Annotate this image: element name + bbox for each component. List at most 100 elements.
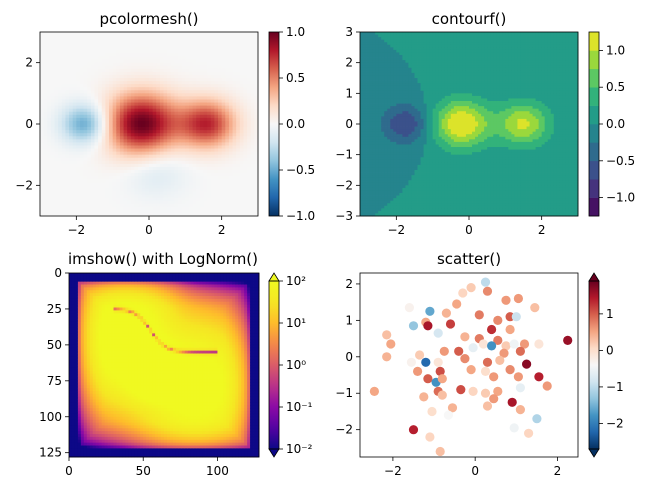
heatmap-cell	[247, 209, 252, 214]
heatmap-cell	[43, 157, 48, 162]
heatmap-cell	[196, 127, 201, 131]
heatmap-cell	[149, 102, 154, 106]
heatmap-cell	[199, 154, 204, 159]
heatmap-cell	[83, 133, 88, 137]
heatmap-cell	[210, 96, 215, 100]
heatmap-cell	[145, 157, 150, 162]
heatmap-cell	[188, 191, 193, 195]
heatmap-cell	[76, 71, 81, 76]
heatmap-cell	[61, 111, 66, 116]
contour-cell	[396, 101, 400, 104]
contour-cell	[393, 164, 397, 168]
heatmap-cell	[218, 56, 223, 60]
heatmap-cell	[167, 148, 172, 152]
heatmap-cell	[109, 124, 114, 128]
heatmap-cell	[47, 59, 52, 64]
heatmap-cell	[214, 41, 219, 45]
heatmap-cell	[243, 194, 248, 198]
contour-cell	[399, 193, 403, 196]
contour-cell	[411, 121, 415, 125]
heatmap-cell	[119, 200, 124, 205]
contour-cell	[399, 106, 403, 110]
heatmap-cell	[207, 53, 212, 57]
heatmap-cell	[167, 74, 172, 79]
heatmap-cell	[167, 209, 172, 214]
heatmap-cell	[47, 99, 52, 103]
heatmap-cell	[83, 179, 88, 183]
heatmap-cell	[112, 200, 117, 205]
heatmap-cell	[196, 111, 201, 116]
contour-cell	[372, 62, 376, 66]
contour-cell	[393, 55, 397, 58]
contour-cell	[387, 203, 391, 207]
contour-cell	[378, 44, 382, 48]
heatmap-cell	[192, 50, 197, 54]
heatmap-cell	[101, 35, 106, 39]
contour-cell	[369, 141, 373, 145]
heatmap-cell	[149, 157, 154, 162]
heatmap-cell	[83, 151, 88, 156]
heatmap-cell	[232, 142, 237, 146]
heatmap-cell	[225, 179, 230, 183]
heatmap-cell	[101, 99, 106, 103]
heatmap-cell	[98, 71, 103, 76]
heatmap-cell	[178, 50, 183, 54]
heatmap-cell	[94, 209, 99, 214]
heatmap-cell	[254, 44, 259, 48]
contour-cell	[369, 205, 373, 209]
heatmap-cell	[58, 84, 63, 88]
heatmap-cell	[50, 124, 55, 128]
heatmap-cell	[69, 145, 74, 149]
heatmap-cell	[98, 206, 103, 211]
heatmap-cell	[214, 120, 219, 125]
heatmap-cell	[65, 212, 70, 217]
heatmap-cell	[192, 71, 197, 76]
heatmap-cell	[130, 65, 135, 70]
heatmap-cell	[152, 74, 157, 79]
heatmap-cell	[50, 136, 55, 140]
contour-cell	[408, 152, 412, 156]
heatmap-cell	[87, 136, 92, 140]
heatmap-cell	[54, 166, 59, 171]
heatmap-cell	[130, 206, 135, 211]
heatmap-cell	[149, 170, 154, 174]
heatmap-cell	[243, 35, 248, 39]
contour-cell	[387, 167, 391, 171]
heatmap-cell	[221, 93, 226, 97]
heatmap-cell	[159, 151, 164, 156]
heatmap-cell	[149, 38, 154, 42]
heatmap-cell	[232, 173, 237, 177]
heatmap-cell	[40, 139, 45, 143]
contour-cell	[381, 210, 385, 214]
heatmap-cell	[210, 84, 215, 88]
heatmap-cell	[61, 59, 66, 64]
contour-cell	[372, 118, 376, 122]
contour-cell	[411, 108, 415, 112]
contour-cell	[366, 185, 370, 189]
contour-cell	[369, 182, 373, 186]
heatmap-cell	[221, 160, 226, 165]
contour-cell	[390, 154, 394, 158]
contour-cell	[414, 200, 418, 204]
contour-cell	[390, 131, 394, 135]
heatmap-cell	[210, 124, 215, 128]
heatmap-cell	[141, 81, 146, 85]
heatmap-cell	[214, 179, 219, 183]
heatmap-cell	[79, 127, 84, 131]
contour-cell	[369, 65, 373, 69]
heatmap-cell	[192, 166, 197, 171]
heatmap-cell	[105, 32, 110, 36]
heatmap-cell	[156, 154, 161, 159]
contour-cell	[360, 157, 364, 161]
heatmap-cell	[174, 65, 179, 70]
contour-cell	[360, 190, 364, 194]
heatmap-cell	[250, 81, 255, 85]
contour-cell	[411, 175, 415, 179]
contour-cell	[363, 32, 367, 35]
contour-cell	[366, 124, 370, 127]
heatmap-cell	[43, 200, 48, 205]
heatmap-cell	[134, 151, 139, 156]
contour-cell	[405, 131, 409, 135]
heatmap-cell	[47, 160, 52, 165]
heatmap-cell	[76, 65, 81, 70]
